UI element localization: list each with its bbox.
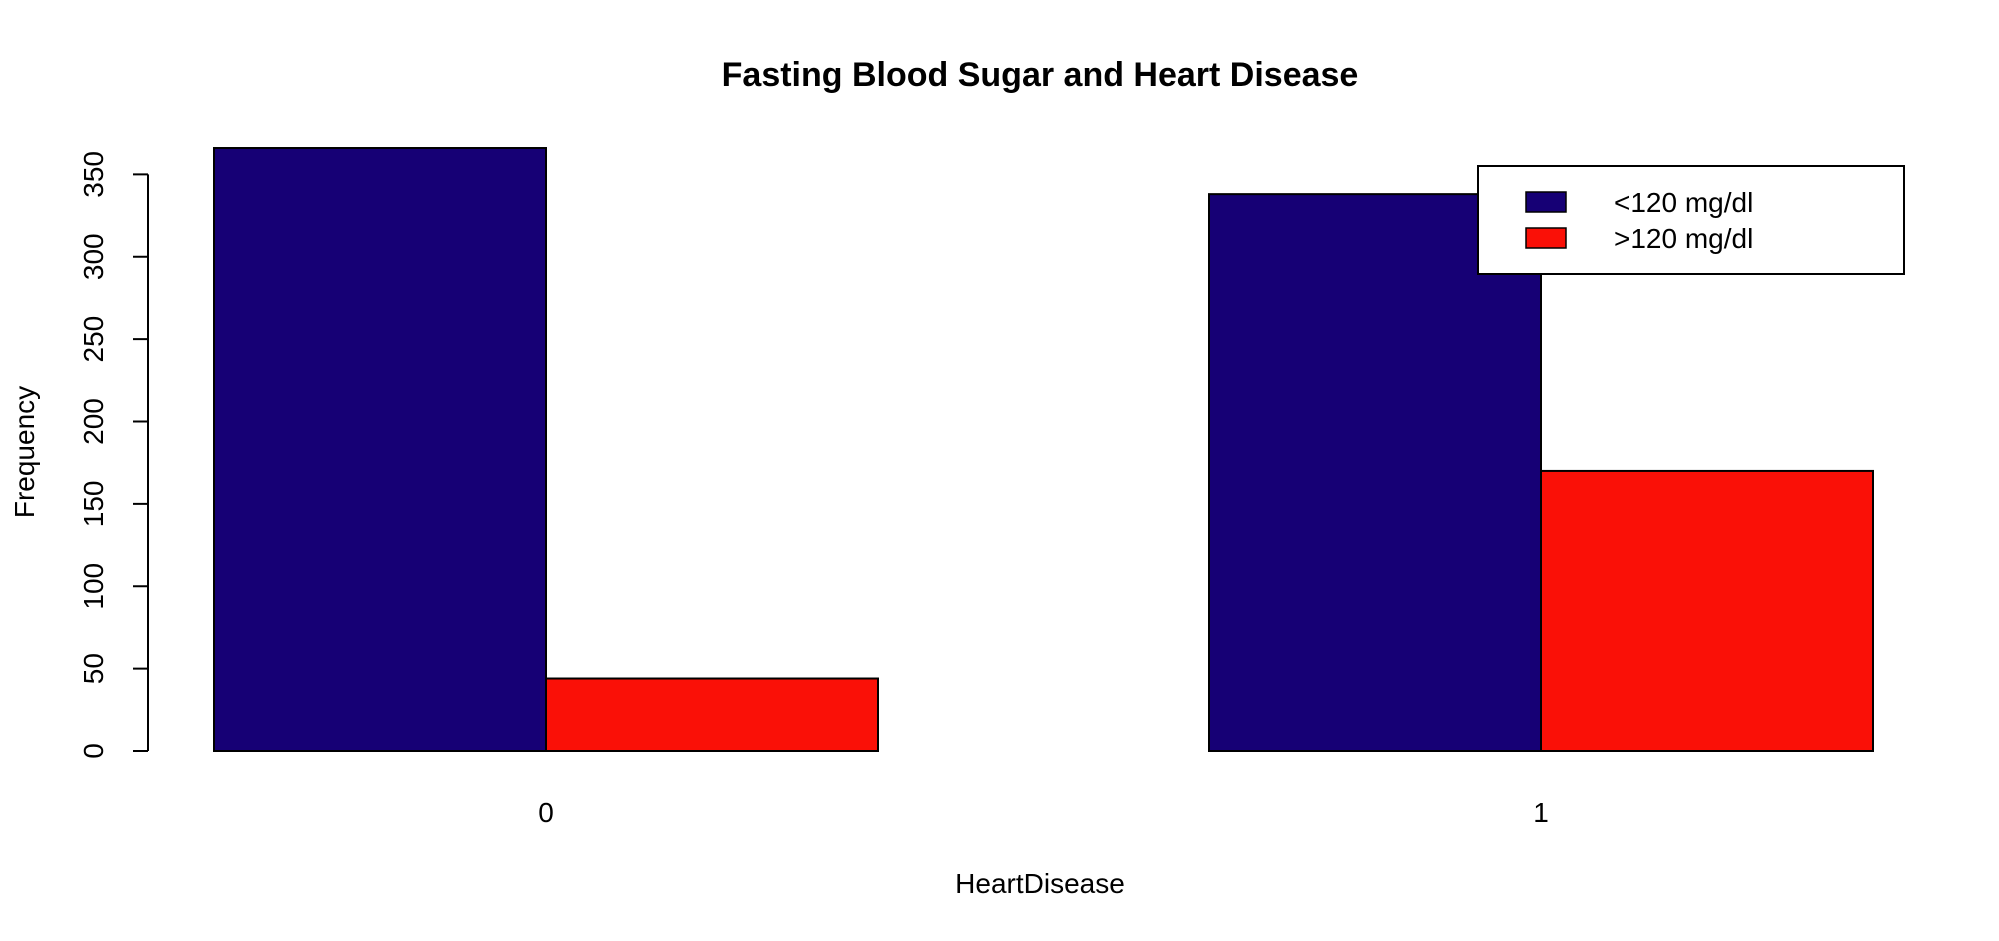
y-tick-label: 300 — [78, 233, 109, 280]
x-tick-label: 1 — [1533, 797, 1549, 828]
bar-gt120-cat-1 — [1540, 469, 1874, 752]
y-tick-label: 50 — [78, 653, 109, 684]
y-tick-label: 250 — [78, 316, 109, 363]
legend: <120 mg/dl >120 mg/dl — [1477, 165, 1905, 275]
bar-lt120-cat-1 — [1208, 193, 1542, 752]
legend-swatch — [1525, 191, 1567, 213]
y-tick-label: 100 — [78, 563, 109, 610]
legend-box — [1477, 165, 1905, 275]
y-tick-label: 150 — [78, 481, 109, 528]
legend-label: <120 mg/dl — [1614, 187, 1753, 218]
legend-swatch — [1525, 227, 1567, 249]
y-axis-label: Frequency — [9, 386, 40, 518]
y-tick-label: 200 — [78, 398, 109, 445]
bar-lt120-cat-0 — [213, 147, 547, 752]
x-axis-label: HeartDisease — [955, 868, 1125, 899]
chart-title: Fasting Blood Sugar and Heart Disease — [722, 56, 1359, 94]
bar-gt120-cat-0 — [545, 677, 879, 753]
y-axis: 0 50 100 150 200 250 300 350 — [78, 151, 149, 759]
y-tick-label: 0 — [78, 743, 109, 759]
bars-group — [213, 147, 1874, 753]
x-tick-label: 0 — [538, 797, 554, 828]
legend-label: >120 mg/dl — [1614, 223, 1753, 254]
y-tick-label: 350 — [78, 151, 109, 198]
